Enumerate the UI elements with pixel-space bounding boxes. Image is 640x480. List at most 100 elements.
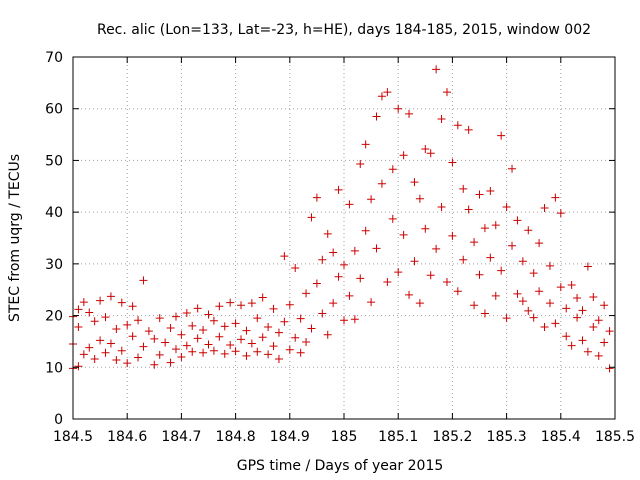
data-point [350, 315, 359, 324]
data-point [231, 347, 240, 356]
data-point [518, 257, 527, 266]
data-point [524, 226, 533, 235]
data-point [155, 314, 164, 323]
data-point [421, 224, 430, 233]
data-point [90, 317, 99, 326]
data-point [388, 214, 397, 223]
x-axis-label: GPS time / Days of year 2015 [237, 458, 444, 474]
data-point [204, 340, 213, 349]
data-point [502, 202, 511, 211]
data-point [545, 261, 554, 270]
data-point [74, 322, 83, 331]
data-point [291, 333, 300, 342]
x-tick-label: 185 [331, 429, 358, 445]
data-point [264, 350, 273, 359]
data-point [134, 316, 143, 325]
data-point [139, 342, 148, 351]
data-point [269, 304, 278, 313]
data-point [513, 289, 522, 298]
data-point [318, 255, 327, 264]
data-point [264, 322, 273, 331]
data-point [79, 350, 88, 359]
data-point [497, 131, 506, 140]
x-tick-label: 185.3 [487, 429, 527, 445]
data-point [101, 348, 110, 357]
data-point [166, 323, 175, 332]
data-point [356, 160, 365, 169]
data-point [237, 301, 246, 310]
data-point [605, 327, 614, 336]
data-point [296, 348, 305, 357]
data-point [388, 165, 397, 174]
data-point [134, 353, 143, 362]
data-point [334, 272, 343, 281]
data-point [345, 291, 354, 300]
data-point [302, 289, 311, 298]
data-point [209, 316, 218, 325]
data-point [567, 341, 576, 350]
data-point [448, 158, 457, 167]
y-tick-label: 40 [45, 205, 63, 221]
data-point [578, 306, 587, 315]
data-point [442, 88, 451, 97]
y-tick-label: 50 [45, 153, 63, 169]
data-point [101, 313, 110, 322]
data-point [394, 268, 403, 277]
data-point [312, 193, 321, 202]
x-tick-label: 184.9 [270, 429, 310, 445]
data-point [415, 299, 424, 308]
data-point [486, 253, 495, 262]
data-point [166, 358, 175, 367]
data-point [85, 343, 94, 352]
data-point [204, 310, 213, 319]
data-point [220, 322, 229, 331]
data-point [79, 298, 88, 307]
data-point [117, 346, 126, 355]
data-point [171, 312, 180, 321]
x-tick-label: 184.8 [216, 429, 256, 445]
data-point [280, 252, 289, 261]
data-point [535, 287, 544, 296]
data-point [247, 299, 256, 308]
data-points [69, 65, 614, 373]
data-point [529, 313, 538, 322]
data-point [96, 296, 105, 305]
data-point [128, 332, 137, 341]
data-point [453, 287, 462, 296]
data-point [475, 190, 484, 199]
data-point [350, 246, 359, 255]
data-point [242, 351, 251, 360]
data-point [605, 364, 614, 373]
data-point [150, 334, 159, 343]
data-point [405, 109, 414, 118]
data-point [540, 204, 549, 213]
data-point [573, 313, 582, 322]
y-tick-label: 60 [45, 102, 63, 118]
data-point [274, 355, 283, 364]
data-point [280, 317, 289, 326]
data-point [497, 266, 506, 275]
data-point [307, 213, 316, 222]
data-point [123, 320, 132, 329]
data-point [405, 290, 414, 299]
data-point [242, 326, 251, 335]
data-point [480, 224, 489, 233]
data-point [226, 298, 235, 307]
data-point [367, 195, 376, 204]
data-point [307, 324, 316, 333]
data-point [486, 186, 495, 195]
data-point [394, 104, 403, 113]
data-point [123, 359, 132, 368]
data-point [556, 283, 565, 292]
data-point [215, 302, 224, 311]
data-point [470, 301, 479, 310]
data-point [302, 337, 311, 346]
data-point [545, 299, 554, 308]
data-point [291, 263, 300, 272]
data-point [361, 226, 370, 235]
data-point [112, 356, 121, 365]
y-tick-label: 30 [45, 257, 63, 273]
data-point [578, 336, 587, 345]
data-point [459, 255, 468, 264]
data-point [464, 125, 473, 134]
